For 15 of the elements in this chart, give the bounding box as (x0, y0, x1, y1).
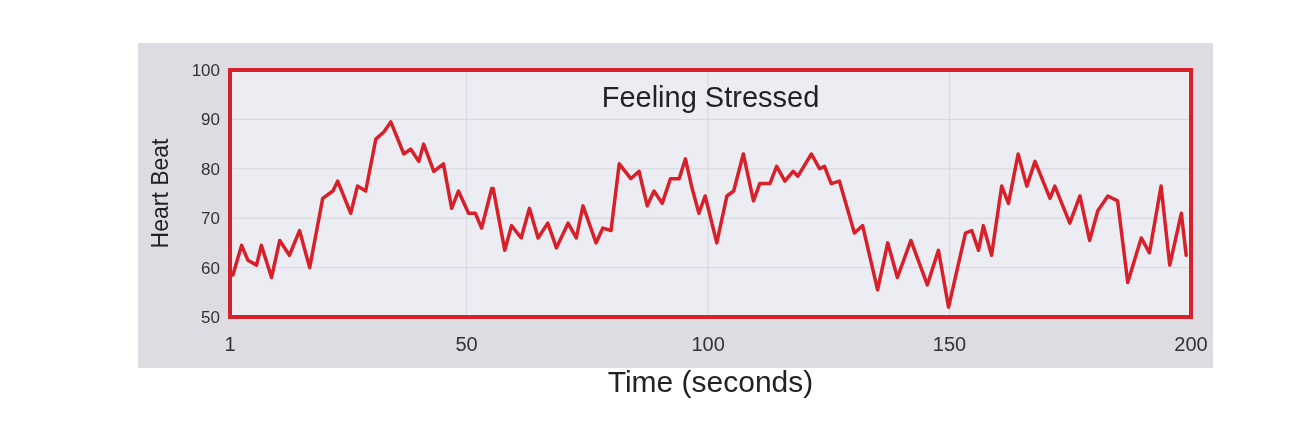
y-tick-label: 70 (201, 209, 220, 229)
y-axis-title: Heart Beat (147, 137, 173, 249)
x-tick-label: 100 (691, 333, 725, 355)
x-tick-label: 50 (455, 333, 478, 355)
chart-title: Feeling Stressed (601, 81, 820, 113)
y-tick-label: 50 (201, 307, 220, 327)
y-tick-label: 80 (201, 159, 220, 179)
x-tick-label: 1 (224, 333, 236, 355)
x-axis-title: Time (seconds) (607, 365, 814, 398)
x-tick-label: 150 (932, 333, 967, 355)
y-tick-label: 60 (201, 258, 220, 278)
line-series (231, 120, 1188, 309)
y-tick-label: 100 (191, 60, 220, 80)
x-tick-label: 200 (1174, 333, 1208, 355)
y-tick-label: 90 (201, 110, 220, 130)
